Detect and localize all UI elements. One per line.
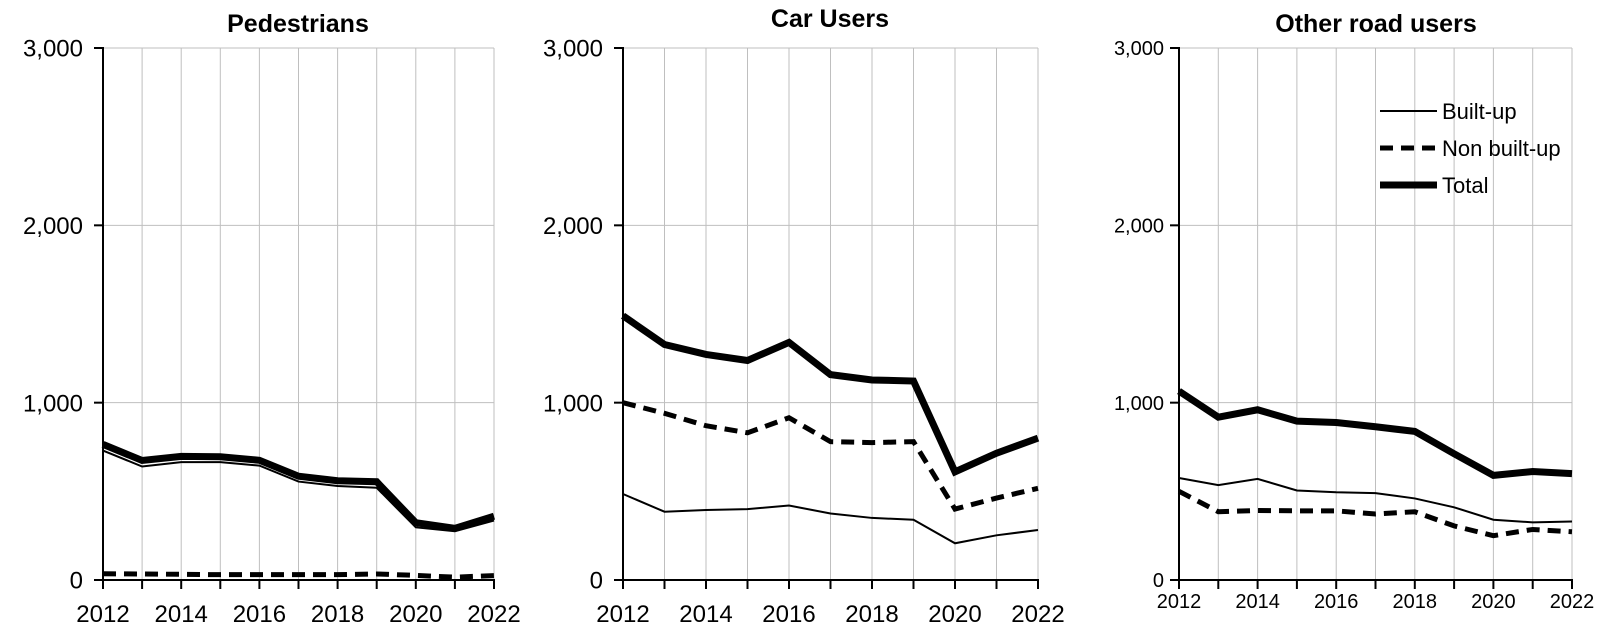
other-road-users-chart: Other road users 0 1,000 2,000 3,000 2012 201…	[1114, 10, 1595, 613]
legend-label: Built-up	[1442, 99, 1517, 124]
x-tick-label: 2014	[155, 601, 208, 628]
other-road-users-chart-title: Other road users	[1275, 10, 1476, 38]
x-tick-label: 2016	[233, 601, 286, 628]
y-tick-label: 0	[1153, 570, 1164, 592]
x-tick-label: 2022	[467, 601, 520, 628]
x-tick-label: 2020	[1471, 591, 1516, 613]
pedestrians-chart: Pedestrians 0 1,000 2,000 3,000 2012 2014 2016…	[23, 10, 521, 628]
x-tick-label: 2012	[1157, 591, 1202, 613]
x-tick-label: 2014	[1235, 591, 1280, 613]
y-tick-label: 2,000	[1114, 216, 1164, 238]
x-tick-label: 2018	[1393, 591, 1438, 613]
legend-label: Non built-up	[1442, 136, 1561, 161]
y-tick-label: 3,000	[23, 36, 83, 63]
series-line-total	[621, 312, 1040, 477]
y-tick-label: 0	[70, 568, 83, 595]
x-tick-label: 2012	[596, 601, 649, 628]
series-line-total	[101, 441, 496, 532]
y-tick-label: 1,000	[1114, 393, 1164, 415]
series-line-non-built-up	[622, 400, 1039, 512]
x-tick-label: 2016	[1314, 591, 1359, 613]
series-line-non-built-up	[102, 571, 495, 580]
y-tick-label: 0	[590, 568, 603, 595]
series-line-non-built-up	[1177, 489, 1573, 539]
x-tick-label: 2022	[1011, 601, 1064, 628]
x-tick-label: 2022	[1550, 591, 1595, 613]
x-tick-label: 2018	[845, 601, 898, 628]
x-tick-label: 2020	[928, 601, 981, 628]
pedestrians-chart-title: Pedestrians	[227, 10, 369, 38]
car-users-chart: Car Users 0 1,000 2,000 3,000 2012 2014 2016 20…	[543, 5, 1065, 628]
series-line-total	[1177, 388, 1573, 479]
series-line-built-up	[622, 493, 1039, 545]
x-tick-label: 2016	[762, 601, 815, 628]
car-users-chart-title: Car Users	[771, 5, 889, 33]
series-line-built-up	[1178, 477, 1573, 524]
legend-label: Total	[1442, 173, 1488, 198]
y-tick-label: 3,000	[1114, 38, 1164, 60]
x-tick-label: 2014	[679, 601, 732, 628]
series-line-built-up	[102, 449, 495, 533]
x-tick-label: 2020	[389, 601, 442, 628]
y-tick-label: 2,000	[543, 213, 603, 240]
y-tick-label: 1,000	[23, 390, 83, 417]
y-tick-label: 3,000	[543, 36, 603, 63]
x-tick-label: 2018	[311, 601, 364, 628]
y-tick-label: 1,000	[543, 390, 603, 417]
x-tick-label: 2012	[76, 601, 129, 628]
y-tick-label: 2,000	[23, 213, 83, 240]
